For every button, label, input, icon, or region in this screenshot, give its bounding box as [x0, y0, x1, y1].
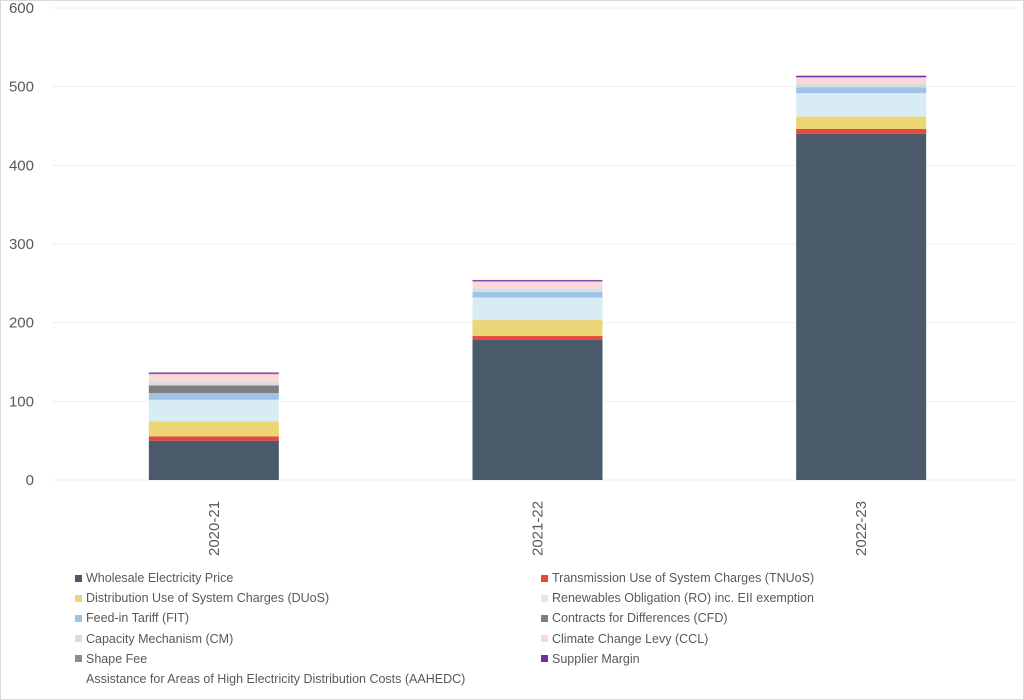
legend-label: Wholesale Electricity Price — [86, 571, 234, 585]
y-tick-label: 100 — [9, 393, 34, 410]
bar-segment — [796, 128, 927, 134]
legend-label: Shape Fee — [86, 651, 148, 666]
bar-segment — [796, 75, 927, 77]
bar-segment — [472, 281, 603, 282]
bar-segment — [472, 279, 603, 281]
bar-segment — [472, 336, 603, 340]
legend-swatch — [541, 594, 548, 602]
bar-segment — [796, 93, 927, 117]
bar-segment — [472, 297, 603, 321]
bar-segment — [148, 436, 279, 441]
bar-segment — [796, 83, 927, 88]
y-tick-label: 300 — [9, 236, 34, 253]
legend-item: Capacity Mechanism (CM) — [75, 632, 233, 646]
bar-segment — [796, 76, 927, 78]
legend-label: Renewables Obligation (RO) inc. EII exem… — [552, 591, 814, 606]
legend-swatch — [541, 614, 548, 622]
bar-segment — [148, 421, 279, 437]
bar-segment — [472, 279, 603, 282]
bar-segment — [148, 371, 279, 373]
legend-label: Contracts for Differences (CFD) — [552, 611, 728, 626]
bar-segment — [472, 320, 603, 337]
x-category-label: 2021-22 — [530, 501, 547, 556]
bar-segment — [148, 399, 279, 422]
bar-segment — [148, 440, 279, 480]
legend-label: Climate Change Levy (CCL) — [552, 631, 709, 646]
legend-item: Distribution Use of System Charges (DUoS… — [75, 591, 329, 605]
stacked-bar-chart: 0 100 200 300 400 500 600 2020-21 2021-22 2022-23 — [9, 0, 1015, 556]
bar-segment — [472, 292, 603, 298]
bar-segment — [148, 373, 279, 375]
bar-segment — [796, 77, 927, 84]
legend-swatch — [75, 635, 82, 643]
y-tick-label: 200 — [9, 315, 34, 332]
legend-item: Climate Change Levy (CCL) — [541, 632, 708, 646]
bar-segment — [148, 372, 279, 374]
legend-item: Shape Fee — [75, 652, 147, 666]
legend-swatch — [75, 574, 82, 582]
x-category-label: 2022-23 — [853, 501, 870, 556]
legend-label: Supplier Margin — [552, 651, 640, 666]
legend-item: Feed-in Tariff (FIT) — [75, 611, 189, 625]
legend-item: Supplier Margin — [541, 652, 640, 666]
legend-label: Capacity Mechanism (CM) — [86, 631, 234, 646]
legend-swatch — [75, 594, 82, 602]
bar-segment — [472, 288, 603, 293]
legend-label: Distribution Use of System Charges (DUoS… — [86, 591, 330, 606]
bar-segment — [472, 339, 603, 480]
bar-segment — [796, 87, 927, 94]
legend-label: Transmission Use of System Charges (TNUo… — [552, 571, 815, 585]
legend-swatch — [541, 635, 548, 643]
bar-segment — [796, 116, 927, 129]
y-tick-label: 600 — [9, 0, 34, 17]
bar-segment — [472, 281, 603, 289]
bar-segment — [148, 374, 279, 382]
legend-item: Wholesale Electricity Price — [75, 571, 233, 585]
bar-segment — [148, 393, 279, 400]
legend-item: Renewables Obligation (RO) inc. EII exem… — [541, 591, 814, 605]
bar-segment — [148, 385, 279, 394]
y-tick-label: 0 — [26, 472, 34, 489]
legend-item: Assistance for Areas of High Electricity… — [75, 672, 465, 686]
legend-swatch — [75, 614, 82, 622]
legend-item: Transmission Use of System Charges (TNUo… — [541, 571, 814, 585]
legend-label: Assistance for Areas of High Electricity… — [86, 672, 466, 686]
legend-item: Contracts for Differences (CFD) — [541, 611, 728, 625]
legend-label: Feed-in Tariff (FIT) — [86, 611, 190, 626]
legend-swatch — [75, 675, 82, 683]
y-tick-label: 400 — [9, 157, 34, 174]
bar-segment — [148, 381, 279, 386]
y-tick-label: 500 — [9, 79, 34, 96]
legend-swatch — [541, 574, 548, 582]
legend-swatch — [541, 655, 548, 663]
bar-segment — [796, 133, 927, 480]
legend-swatch — [75, 655, 82, 663]
bar-segment — [796, 75, 927, 76]
x-category-label: 2020-21 — [206, 501, 223, 556]
